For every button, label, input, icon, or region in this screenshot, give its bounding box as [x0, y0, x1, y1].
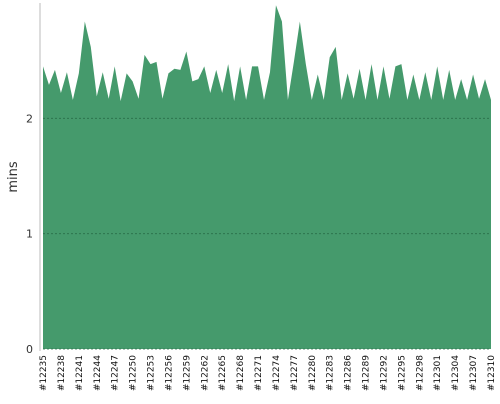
- x-tick-label: #12256: [164, 355, 174, 391]
- x-tick-label: #12274: [272, 355, 282, 391]
- x-tick-label: #12247: [111, 355, 121, 391]
- x-tick-label: #12304: [451, 355, 461, 391]
- x-tick-label: #12259: [182, 355, 192, 391]
- x-tick-label: #12265: [218, 355, 228, 391]
- x-tick-label: #12307: [469, 355, 479, 391]
- x-tick-label: #12280: [308, 355, 318, 391]
- x-tick-label: #12235: [39, 355, 49, 391]
- x-tick-label: #12244: [93, 355, 103, 391]
- x-tick-label: #12250: [129, 355, 139, 391]
- x-tick-label: #12253: [147, 355, 157, 391]
- x-tick-label: #12283: [326, 355, 336, 391]
- y-tick-label: 2: [26, 112, 33, 125]
- x-tick-label: #12295: [397, 355, 407, 391]
- x-tick-label: #12241: [75, 355, 85, 391]
- area: [43, 5, 491, 349]
- y-axis-label: mins: [6, 161, 21, 193]
- y-tick-label: 0: [26, 343, 33, 356]
- x-tick-label: #12271: [254, 355, 264, 391]
- x-tick-label: #12310: [487, 355, 497, 391]
- x-tick-label: #12286: [344, 355, 354, 391]
- x-tick-label: #12298: [415, 355, 425, 391]
- x-tick-label: #12289: [362, 355, 372, 391]
- x-tick-label: #12301: [433, 355, 443, 391]
- y-tick-label: 1: [26, 228, 33, 241]
- x-tick-label: #12262: [200, 355, 210, 391]
- x-tick-label: #12292: [379, 355, 389, 391]
- x-tick-label: #12277: [290, 355, 300, 391]
- x-tick-label: #12238: [57, 355, 67, 391]
- x-tick-label: #12268: [236, 355, 246, 391]
